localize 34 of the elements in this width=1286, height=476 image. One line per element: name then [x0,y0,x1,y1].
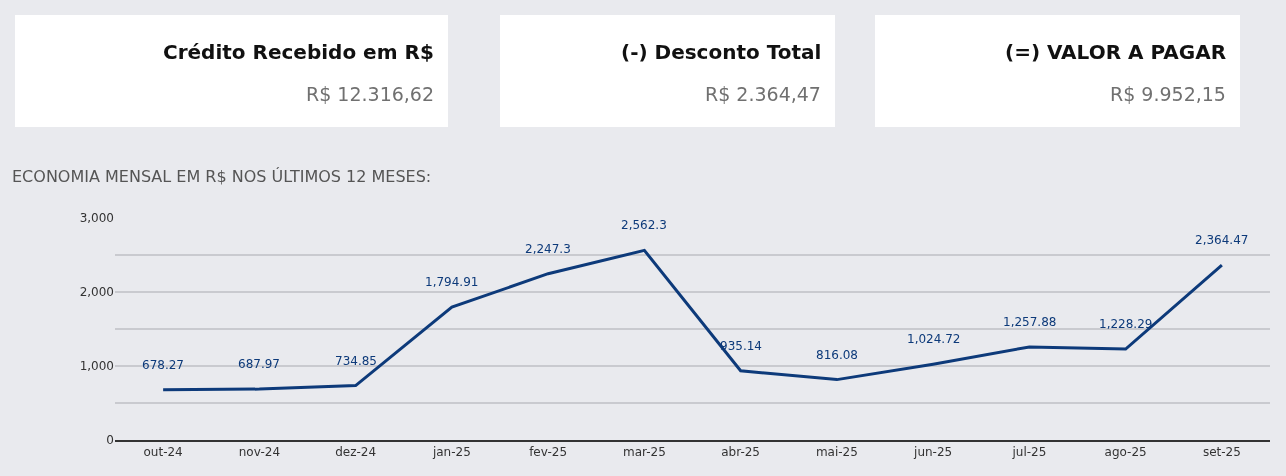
x-tick-label: fev-25 [529,445,568,460]
y-tick-label: 1,000 [79,359,114,374]
x-tick-label: nov-24 [238,445,281,460]
x-tick-label: jan-25 [431,445,471,460]
y-tick-label: 3,000 [79,211,114,226]
data-label: 2,562.3 [621,218,667,232]
x-tick-label: mai-25 [815,445,858,460]
data-label: 1,228.29 [1099,317,1153,331]
x-tick-label: dez-24 [335,445,377,460]
x-tick-label: abr-25 [721,445,761,460]
text: R$ 9.952,15 [1110,83,1226,105]
data-label: 687.97 [238,357,280,371]
data-label: 816.08 [816,348,858,362]
data-label: 1,257.88 [1003,315,1057,329]
data-label: 734.85 [335,354,377,368]
y-tick-label: 0 [106,433,114,448]
x-tick-label: out-24 [143,445,183,460]
y-tick-label: 2,000 [79,285,114,300]
chart-title: ECONOMIA MENSAL EM R$ NOS ÚLTIMOS 12 MESES: [12,167,432,186]
data-label: 2,364.47 [1195,233,1249,247]
text: (-) Desconto Total [621,40,822,64]
data-label: 1,794.91 [425,275,479,289]
text: Crédito Recebido em R$ [163,40,434,64]
text: (=) VALOR A PAGAR [1005,40,1227,64]
text: R$ 12.316,62 [306,83,435,105]
data-label: 1,024.72 [907,332,961,346]
data-label: 2,247.3 [525,242,571,256]
data-label: 678.27 [142,358,184,372]
x-tick-label: mar-25 [622,445,666,460]
x-tick-label: ago-25 [1104,445,1147,460]
text: R$ 2.364,47 [705,83,821,105]
x-tick-label: jul-25 [1011,445,1047,460]
x-tick-label: set-25 [1202,445,1241,460]
x-tick-label: jun-25 [913,445,953,460]
